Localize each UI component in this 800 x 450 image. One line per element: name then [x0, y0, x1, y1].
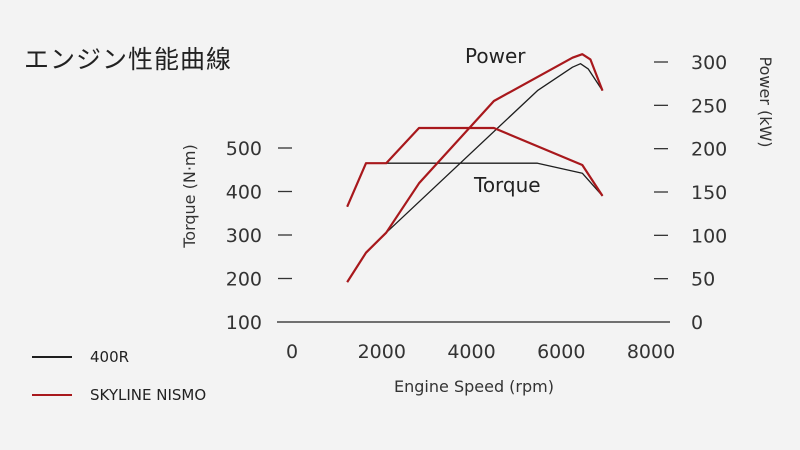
x-tick-label: 6000 — [537, 341, 585, 363]
right-axis-title: Power (kW) — [756, 56, 775, 147]
right-tick-label: 150 — [691, 182, 727, 204]
x-tick-label: 8000 — [627, 341, 675, 363]
legend-label-skyline-nismo: SKYLINE NISMO — [90, 386, 207, 404]
left-axis-title: Torque (N·m) — [180, 144, 199, 249]
legend-swatch-skyline-nismo — [32, 394, 72, 396]
right-tick-label: 200 — [691, 139, 727, 161]
left-tick-label: 100 — [226, 312, 262, 334]
left-tick-label: 300 — [226, 225, 262, 247]
legend-swatch-400r — [32, 356, 72, 358]
right-tick-label: 100 — [691, 225, 727, 247]
right-tick-label: 250 — [691, 95, 727, 117]
left-tick-label: 500 — [226, 138, 262, 160]
skyline-nismo-torque-line — [346, 126, 604, 208]
power-annotation: Power — [465, 44, 526, 68]
right-tick-label: 0 — [691, 312, 703, 334]
torque-annotation: Torque — [473, 173, 541, 197]
legend-item-skyline-nismo: SKYLINE NISMO — [32, 386, 206, 404]
legend-item-400r: 400R — [32, 348, 129, 366]
right-tick-label: 300 — [691, 52, 727, 74]
x-axis-title: Engine Speed (rpm) — [394, 377, 554, 396]
x-tick-label: 2000 — [358, 341, 406, 363]
legend-label-400r: 400R — [90, 348, 130, 366]
chart-title: エンジン性能曲線 — [24, 45, 233, 74]
skyline-nismo-power-line — [346, 53, 604, 283]
left-tick-label: 200 — [226, 269, 262, 291]
x-tick-label: 0 — [286, 341, 298, 363]
right-tick-label: 50 — [691, 269, 715, 291]
left-tick-label: 400 — [226, 182, 262, 204]
x-tick-label: 4000 — [447, 341, 495, 363]
